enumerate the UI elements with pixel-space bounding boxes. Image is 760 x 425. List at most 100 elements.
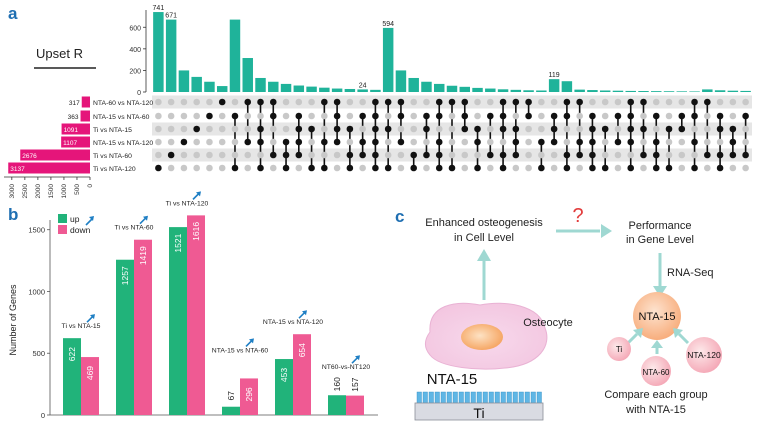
intersection-bar (293, 85, 305, 92)
matrix-dot-filled (244, 98, 252, 106)
intersection-bar (714, 90, 726, 92)
matrix-dot-empty (218, 138, 226, 146)
matrix-dot-filled (448, 98, 456, 106)
intersection-bar (523, 90, 534, 92)
bar-value-label: 1521 (173, 233, 183, 252)
nanotube (524, 391, 530, 405)
matrix-dot-filled (614, 138, 622, 146)
matrix-dot-filled (652, 151, 660, 159)
matrix-dot-empty (563, 125, 571, 133)
matrix-dot-empty (614, 98, 622, 106)
matrix-dot-filled (601, 125, 609, 133)
matrix-dot-filled (372, 98, 379, 106)
matrix-dot-empty (678, 164, 686, 172)
matrix-dot-empty (678, 98, 686, 106)
matrix-dot-empty (576, 125, 583, 133)
category-up-arrow-icon (298, 310, 307, 319)
matrix-dot-filled (231, 112, 239, 120)
matrix-dot-filled (742, 112, 749, 120)
matrix-dot-empty (308, 98, 315, 106)
matrix-dot-filled (257, 125, 264, 133)
matrix-dot-empty (665, 151, 673, 159)
matrix-dot-filled (269, 98, 277, 106)
matrix-dot-empty (525, 125, 532, 133)
matrix-dot-filled (716, 151, 724, 159)
matrix-dot-empty (167, 112, 175, 120)
performance-text-line1: Performance (629, 220, 692, 232)
intersection-axis: 0 200 400 600 (129, 10, 147, 97)
matrix-dot-filled (461, 112, 469, 120)
bar-value-label: 469 (85, 366, 95, 380)
matrix-dot-filled (652, 164, 660, 172)
intersection-bar (395, 70, 407, 92)
intersection-y-tick-label: 600 (129, 25, 141, 32)
matrix-dot-filled (295, 125, 303, 133)
matrix-dot-filled (435, 138, 443, 146)
matrix-dot-filled (704, 98, 711, 106)
matrix-dot-empty (614, 125, 622, 133)
intersection-bar (255, 77, 266, 92)
matrix-dot-empty (486, 98, 494, 106)
matrix-dot-empty (206, 164, 213, 172)
matrix-dot-empty (652, 125, 660, 133)
matrix-dot-empty (474, 151, 481, 159)
bar-value-label: 160 (332, 377, 342, 391)
matrix-dot-empty (155, 112, 162, 120)
matrix-dot-filled (652, 138, 660, 146)
matrix-dot-filled (244, 138, 252, 146)
matrix-dot-empty (346, 98, 354, 106)
matrix-dot-filled (346, 125, 354, 133)
bar-down (293, 334, 311, 415)
matrix-dot-empty (359, 98, 366, 106)
matrix-dot-empty (167, 164, 175, 172)
bar-down (346, 395, 364, 415)
matrix-dot-empty (538, 112, 545, 120)
matrix-dot-filled (155, 164, 162, 172)
matrix-dot-empty (244, 125, 252, 133)
matrix-dot-empty (461, 138, 469, 146)
matrix-dot-empty (742, 125, 749, 133)
intersection-bar (472, 87, 483, 92)
set-size-bar (61, 136, 90, 148)
matrix-dot-filled (716, 164, 724, 172)
nanotube (530, 391, 536, 405)
matrix-dot-empty (167, 138, 175, 146)
matrix-dot-empty (295, 98, 303, 106)
y-tick-label: 1500 (28, 226, 45, 235)
matrix-dot-empty (461, 151, 469, 159)
node-nta15-center (633, 292, 681, 340)
matrix-dot-empty (308, 112, 315, 120)
set-size-tick-label: 3000 (9, 184, 16, 199)
matrix-dot-empty (180, 112, 188, 120)
matrix-dot-empty (589, 98, 596, 106)
intersection-bar (599, 90, 611, 92)
matrix-dot-filled (691, 112, 698, 120)
bar-value-label: 67 (226, 391, 236, 401)
y-tick-label: 0 (41, 411, 45, 420)
intersection-bar-label: 24 (359, 82, 367, 89)
matrix-dot-empty (218, 164, 226, 172)
nanotube (500, 391, 506, 405)
matrix-dot-filled (282, 164, 290, 172)
intersection-bar (280, 83, 292, 92)
matrix-dot-empty (665, 138, 673, 146)
y-tick-label: 500 (32, 349, 45, 358)
node-nta60 (641, 356, 671, 386)
matrix-dot-empty (704, 125, 711, 133)
set-name-label: Ti vs NTA-60 (93, 153, 132, 160)
set-size-value: 1091 (64, 127, 79, 134)
matrix-dot-filled (538, 164, 545, 172)
matrix-dot-filled (499, 151, 507, 159)
matrix-dot-empty (269, 164, 277, 172)
matrix-dot-empty (231, 138, 239, 146)
matrix-dot-filled (691, 98, 698, 106)
matrix-dot-empty (742, 164, 749, 172)
bar-value-label: 1257 (120, 266, 130, 285)
matrix-dot-filled (397, 98, 405, 106)
arrow-nta120-head (673, 328, 683, 338)
matrix-dot-filled (384, 98, 392, 106)
cell-nucleus (461, 324, 503, 350)
bar-value-label: 654 (297, 343, 307, 357)
